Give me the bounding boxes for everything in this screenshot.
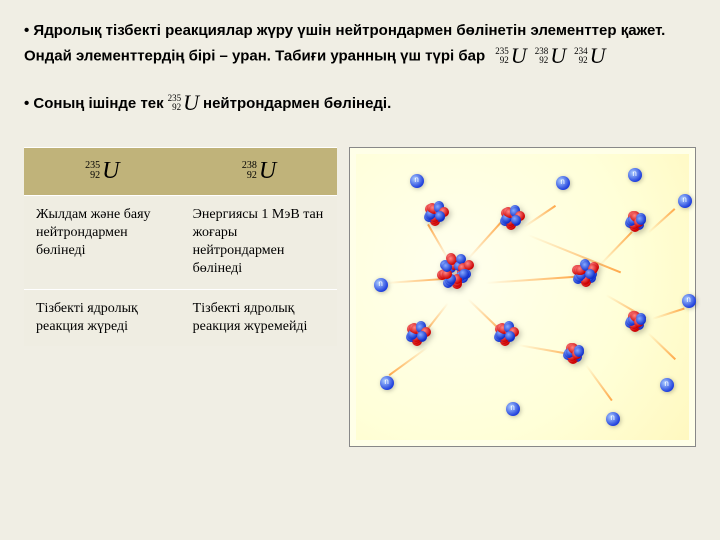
table-cell: Энергиясы 1 МэВ тан жоғары нейтрондармен…	[181, 195, 338, 289]
table-cell: Жылдам және баяу нейтрондармен бөлінеді	[24, 195, 181, 289]
bullet-paragraph-1: • Ядролық тізбекті реакциялар жүру үшін …	[24, 20, 696, 72]
fission-diagram	[349, 147, 696, 447]
inline-isotope-u235: 235 92 U	[168, 88, 199, 119]
free-neutron	[410, 174, 424, 188]
nucleus-cluster	[561, 341, 587, 367]
free-neutron	[380, 376, 394, 390]
neutron-trail	[652, 307, 685, 319]
table-head-u235: 235 92 U	[24, 147, 181, 195]
free-neutron	[682, 294, 696, 308]
neutron-trail	[586, 364, 613, 401]
neutron-trail	[524, 205, 557, 228]
bullet-paragraph-2: • Соның ішінде тек 235 92 U нейтрондарме…	[24, 88, 696, 119]
neutron-trail	[486, 275, 576, 283]
inline-isotopes: 23592U 23892U 23492U	[495, 41, 605, 72]
neutron-trail	[600, 231, 633, 265]
nucleus-cluster	[403, 319, 433, 349]
free-neutron	[606, 412, 620, 426]
neutron-trail	[389, 346, 429, 376]
nucleus-cluster	[491, 319, 521, 349]
table-cell: Тізбекті ядролық реакция жүреді	[24, 289, 181, 346]
isotope-symbol: 23592U	[495, 41, 526, 72]
comparison-table: 235 92 U 238 92 U Жылдам және баяу нейтр…	[24, 147, 337, 346]
isotope-symbol: 23492U	[574, 41, 605, 72]
table-row: Тізбекті ядролық реакция жүреді Тізбекті…	[24, 289, 337, 346]
nucleus-cluster	[569, 257, 603, 291]
bullet-2-before: • Соның ішінде тек	[24, 93, 164, 114]
table-header-row: 235 92 U 238 92 U	[24, 147, 337, 195]
free-neutron	[628, 168, 642, 182]
free-neutron	[678, 194, 692, 208]
neutron-trail	[648, 208, 676, 234]
nucleus-cluster	[623, 309, 649, 335]
nucleus-cluster	[421, 199, 451, 229]
free-neutron	[556, 176, 570, 190]
nucleus-cluster	[434, 250, 478, 294]
table-cell: Тізбекті ядролық реакция жүремейді	[181, 289, 338, 346]
free-neutron	[660, 378, 674, 392]
free-neutron	[374, 278, 388, 292]
isotope-symbol: 23892U	[535, 41, 566, 72]
table-head-u238: 238 92 U	[181, 147, 338, 195]
neutron-trail	[648, 332, 677, 360]
table-row: Жылдам және баяу нейтрондармен бөлінеді …	[24, 195, 337, 289]
free-neutron	[506, 402, 520, 416]
bullet-2-after: нейтрондармен бөлінеді.	[203, 93, 391, 114]
nucleus-cluster	[623, 209, 649, 235]
nucleus-cluster	[497, 203, 527, 233]
